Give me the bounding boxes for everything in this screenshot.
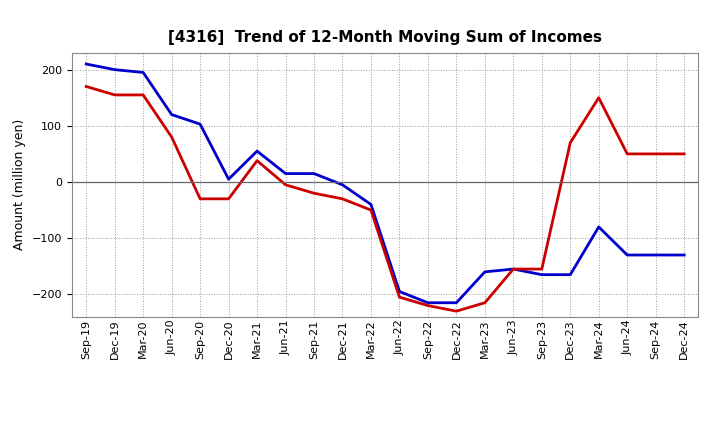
Net Income (253, 158, 261, 163)
Net Income (139, 92, 148, 98)
Y-axis label: Amount (million yen): Amount (million yen) (13, 119, 26, 250)
Ordinary Income (452, 300, 461, 305)
Net Income (423, 303, 432, 308)
Line: Net Income: Net Income (86, 87, 684, 311)
Net Income (167, 134, 176, 139)
Ordinary Income (423, 300, 432, 305)
Ordinary Income (595, 224, 603, 230)
Ordinary Income (310, 171, 318, 176)
Ordinary Income (680, 253, 688, 258)
Ordinary Income (623, 253, 631, 258)
Ordinary Income (167, 112, 176, 117)
Ordinary Income (395, 289, 404, 294)
Line: Ordinary Income: Ordinary Income (86, 64, 684, 303)
Ordinary Income (225, 176, 233, 182)
Ordinary Income (537, 272, 546, 277)
Net Income (196, 196, 204, 202)
Net Income (82, 84, 91, 89)
Net Income (338, 196, 347, 202)
Ordinary Income (110, 67, 119, 72)
Net Income (480, 300, 489, 305)
Net Income (310, 191, 318, 196)
Ordinary Income (139, 70, 148, 75)
Net Income (652, 151, 660, 157)
Net Income (537, 266, 546, 271)
Ordinary Income (282, 171, 290, 176)
Ordinary Income (566, 272, 575, 277)
Ordinary Income (480, 269, 489, 275)
Net Income (110, 92, 119, 98)
Ordinary Income (82, 62, 91, 67)
Ordinary Income (366, 202, 375, 207)
Net Income (366, 207, 375, 213)
Title: [4316]  Trend of 12-Month Moving Sum of Incomes: [4316] Trend of 12-Month Moving Sum of I… (168, 29, 602, 45)
Net Income (509, 266, 518, 271)
Net Income (566, 140, 575, 145)
Net Income (595, 95, 603, 100)
Ordinary Income (196, 121, 204, 127)
Net Income (282, 182, 290, 187)
Net Income (680, 151, 688, 157)
Net Income (452, 308, 461, 314)
Ordinary Income (338, 182, 347, 187)
Net Income (623, 151, 631, 157)
Net Income (225, 196, 233, 202)
Ordinary Income (253, 148, 261, 154)
Net Income (395, 294, 404, 300)
Ordinary Income (509, 266, 518, 271)
Ordinary Income (652, 253, 660, 258)
